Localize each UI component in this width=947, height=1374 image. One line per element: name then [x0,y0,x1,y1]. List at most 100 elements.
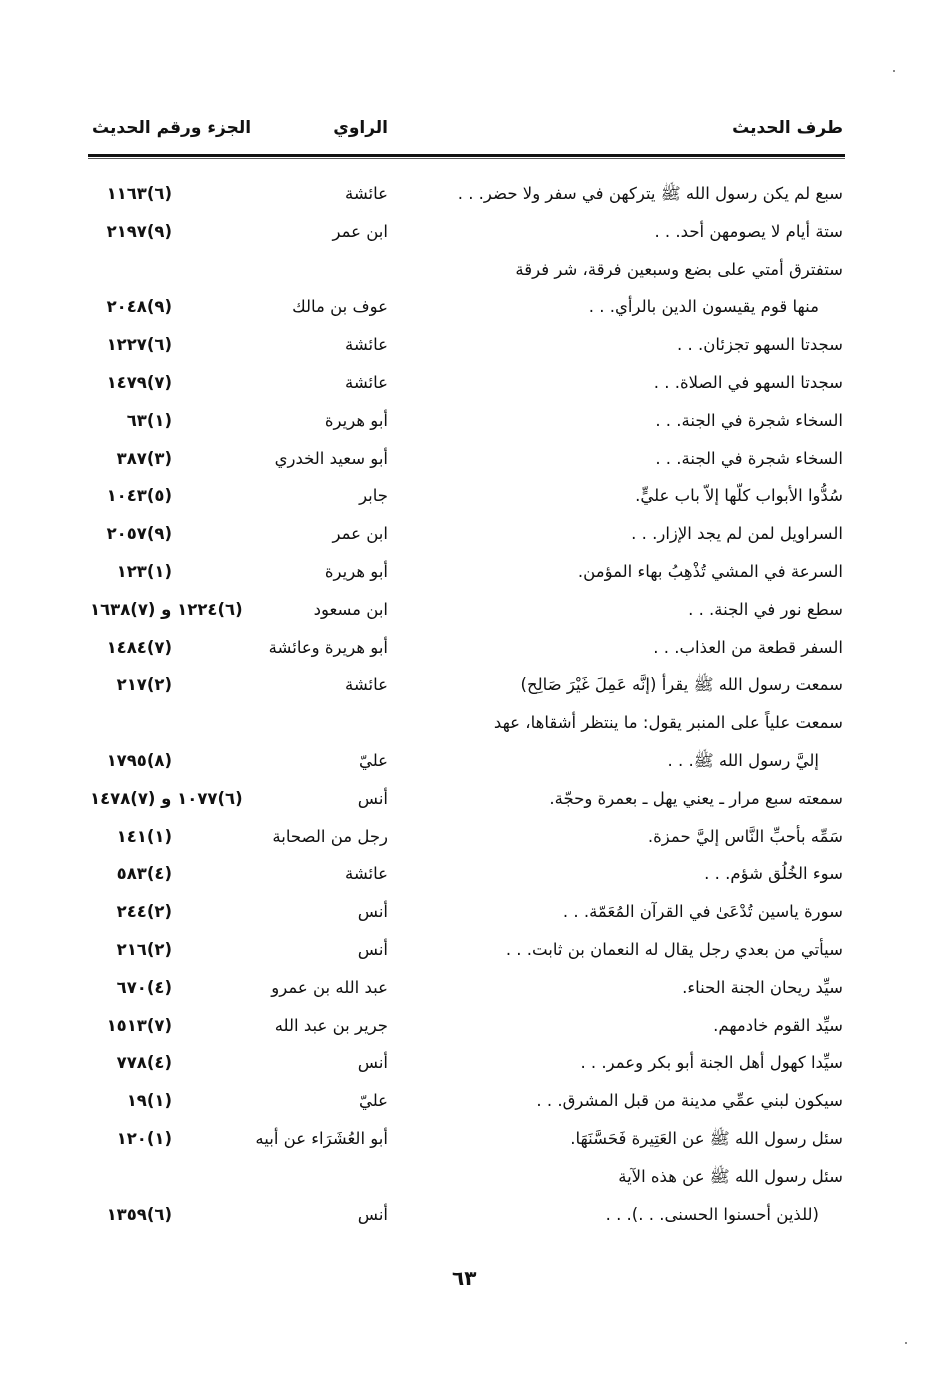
volume-hadith-number: ٥٨٣(٤) [116,864,172,884]
hadith-text: سمعت علياً على المنبر يقول: ما ينتظر أشق… [493,713,843,733]
table-row: سَمِّه بأحبِّ النَّاس إليَّ حمزة. رجل من … [0,823,947,861]
hadith-text: سئل رسول الله ﷺ عن هذه الآية [618,1166,843,1186]
hadith-text: سجدتا السهو تجزئان. . . [676,335,843,355]
header-narrator: الراوي [333,118,388,138]
table-row: منها قوم يقيسون الدين بالرأي. . . عوف بن … [0,293,947,331]
table-row: سمعته سبع مرار ـ يعني يهل ـ بعمرة وحجّة.… [0,785,947,823]
table-row: سجدتا السهو في الصلاة. . . عائشة ١٤٧٩(٧) [0,369,947,407]
volume-hadith-number: ٢١٧(٢) [116,675,172,695]
table-row: سمعت علياً على المنبر يقول: ما ينتظر أشق… [0,709,947,747]
narrator: ابن عمر [332,524,388,544]
hadith-text: إليَّ رسول الله ﷺ. . . [667,750,819,770]
header-hadith: طرف الحديث [732,118,843,138]
volume-hadith-number: ٢٠٤٨(٩) [106,297,172,317]
table-row: السفر قطعة من العذاب. . . أبو هريرة وعائش… [0,634,947,672]
hadith-text: سيكون لبني عمِّي مدينة من قبل المشرق. . … [536,1091,843,1111]
table-row: إليَّ رسول الله ﷺ. . . عليّ ١٧٩٥(٨) [0,747,947,785]
table-row: السخاء شجرة في الجنة. . . أبو هريرة ٦٣(١) [0,407,947,445]
table-row: السخاء شجرة في الجنة. . . أبو سعيد الخدري… [0,445,947,483]
table-row: سيأتي من بعدي رجل يقال له النعمان بن ثاب… [0,936,947,974]
narrator: عائشة [344,864,388,884]
hadith-text: السرعة في المشي تُذْهِبُ بهاء المؤمن. [577,561,843,581]
volume-hadith-number: ١٦٣٨(٧) و ١٢٢٤(٦) [90,599,243,619]
hadith-text: سمعته سبع مرار ـ يعني يهل ـ بعمرة وحجّة. [549,788,843,808]
hadith-text: سجدتا السهو في الصلاة. . . [653,372,843,392]
volume-hadith-number: ٣٨٧(٣) [116,448,172,468]
hadith-text: السخاء شجرة في الجنة. . . [655,410,843,430]
narrator: عائشة [344,184,388,203]
table-row: سوء الخُلُق شؤم. . . عائشة ٥٨٣(٤) [0,860,947,898]
table-row: ستة أيام لا يصومهن أحد. . . ابن عمر ٢١٩٧(٩… [0,218,947,256]
narrator: عائشة [344,335,388,355]
volume-hadith-number: ١٤١(١) [116,826,172,846]
hadith-text: سَمِّه بأحبِّ النَّاس إليَّ حمزة. [647,826,843,846]
narrator: أنس [357,788,388,808]
volume-hadith-number: ١٤٨٤(٧) [106,637,172,657]
page-number: ٦٣ [452,1266,477,1290]
hadith-text: (للذين أحسنوا الحسنى. . .). . . [605,1204,819,1224]
table-row: سئل رسول الله ﷺ عن العَتِيرة فَحَسَّنَهَ… [0,1125,947,1163]
narrator: أنس [357,939,388,959]
header-reference: الجزء ورقم الحديث [92,118,252,138]
table-row: سورة ياسين تُدْعَىٰ في القرآن المُعَمّة.… [0,898,947,936]
volume-hadith-number: ١٢٠(١) [116,1128,172,1148]
narrator: جابر [359,486,388,506]
table-row: سمعت رسول الله ﷺ يقرأ (إنَّه عَمِلَ غَيْ… [0,671,947,709]
hadith-text: ستفترق أمتي على بضع وسبعين فرقة، شر فرقة [515,259,843,279]
header-rule-thin [88,158,845,159]
table-row: ستفترق أمتي على بضع وسبعين فرقة، شر فرقة [0,256,947,294]
hadith-text: ستة أيام لا يصومهن أحد. . . [654,221,843,241]
hadith-index-table: سبع لم يكن رسول الله ﷺ يتركهن في سفر ولا… [0,180,947,1238]
hadith-text: سوء الخُلُق شؤم. . . [704,864,843,884]
hadith-text: سيأتي من بعدي رجل يقال له النعمان بن ثاب… [505,939,843,959]
volume-hadith-number: ١٩(١) [126,1091,172,1111]
volume-hadith-number: ١٧٩٥(٨) [106,750,172,770]
narrator: أبو هريرة [324,410,388,430]
hadith-text: السفر قطعة من العذاب. . . [653,637,843,657]
hadith-text: سيِّد القوم خادمهم. [713,1015,843,1035]
hadith-text: سيِّد ريحان الجنة الحناء. [682,977,843,997]
table-row: سيكون لبني عمِّي مدينة من قبل المشرق. . … [0,1087,947,1125]
volume-hadith-number: ١٢٢٧(٦) [106,335,172,355]
hadith-text: منها قوم يقيسون الدين بالرأي. . . [588,297,819,317]
narrator: ابن عمر [332,221,388,241]
volume-hadith-number: ٦٣(١) [126,410,172,430]
volume-hadith-number: ٢٠٥٧(٩) [106,524,172,544]
volume-hadith-number: ٢١٦(٢) [116,939,172,959]
narrator: أنس [357,1204,388,1224]
table-row: سيِّدا كهول أهل الجنة أبو بكر وعمر. . . أ… [0,1049,947,1087]
hadith-text: السراويل لمن لم يجد الإزار. . . [631,524,843,544]
narrator: أبو هريرة [324,561,388,581]
table-row: سيِّد ريحان الجنة الحناء. عبد الله بن عمر… [0,974,947,1012]
table-row: سطع نور في الجنة. . . ابن مسعود ١٦٣٨(٧) و … [0,596,947,634]
volume-hadith-number: ١٤٧٩(٧) [106,372,172,392]
volume-hadith-number: ١٣٥٩(٦) [106,1204,172,1224]
narrator: أبو سعيد الخدري [274,448,388,468]
volume-hadith-number: ٢١٩٧(٩) [106,221,172,241]
volume-hadith-number: ١٢٣(١) [116,561,172,581]
narrator: أنس [357,902,388,922]
volume-hadith-number: ١٥١٣(٧) [106,1015,172,1035]
scan-speck [893,70,895,72]
hadith-text: سُدُّوا الأبواب كلّها إلاّ باب عليٍّ. [635,486,843,506]
hadith-text: سمعت رسول الله ﷺ يقرأ (إنَّه عَمِلَ غَيْ… [520,675,843,695]
table-row: سبع لم يكن رسول الله ﷺ يتركهن في سفر ولا… [0,180,947,218]
narrator: رجل من الصحابة [272,826,388,846]
narrator: عائشة [344,675,388,695]
narrator: عبد الله بن عمرو [271,977,388,997]
hadith-text: سورة ياسين تُدْعَىٰ في القرآن المُعَمّة.… [562,902,843,922]
header-rule [88,154,845,157]
narrator: عائشة [344,372,388,392]
table-row: السراويل لمن لم يجد الإزار. . . ابن عمر ٢٠… [0,520,947,558]
table-row: سُدُّوا الأبواب كلّها إلاّ باب عليٍّ. جاب… [0,482,947,520]
table-row: سجدتا السهو تجزئان. . . عائشة ١٢٢٧(٦) [0,331,947,369]
narrator: عليّ [358,750,388,770]
narrator: ابن مسعود [313,599,388,619]
volume-hadith-number: ٦٧٠(٤) [116,977,172,997]
narrator: أنس [357,1053,388,1073]
narrator: جرير بن عبد الله [274,1015,388,1035]
volume-hadith-number: ٧٧٨(٤) [116,1053,172,1073]
volume-hadith-number: ١٤٧٨(٧) و ١٠٧٧(٦) [90,788,243,808]
table-row: (للذين أحسنوا الحسنى. . .). . . أنس ١٣٥٩(٦… [0,1201,947,1239]
hadith-text: السخاء شجرة في الجنة. . . [655,448,843,468]
